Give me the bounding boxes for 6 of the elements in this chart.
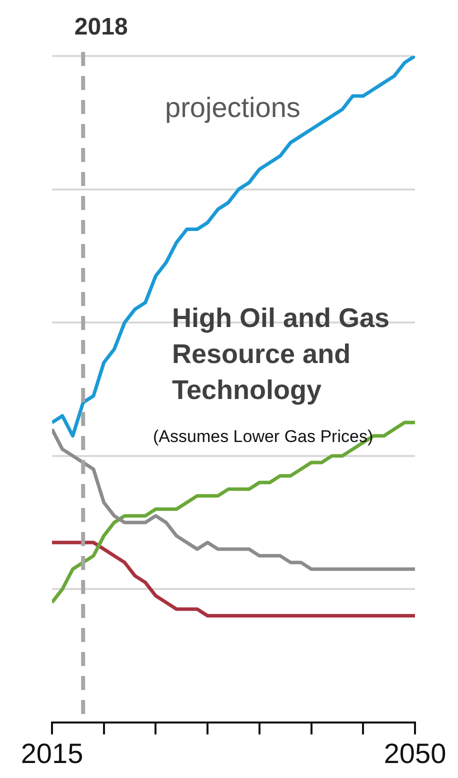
text: (Assumes Lower Gas Prices) xyxy=(153,427,374,447)
text: High Oil and Gas Resource and Technology xyxy=(172,302,391,407)
annotation: projections xyxy=(165,92,300,124)
x-tick-label: 2015 xyxy=(20,738,84,769)
x-tick-label: 2050 xyxy=(384,738,446,769)
ref-line-label: 2018 xyxy=(74,14,128,41)
